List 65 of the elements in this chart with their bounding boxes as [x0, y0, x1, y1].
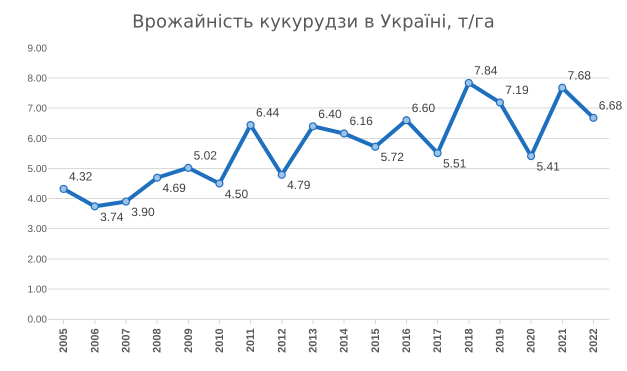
point: [246, 120, 255, 130]
point: [433, 148, 442, 158]
x-tick-label: 2015: [370, 328, 382, 353]
data-label: 6.44: [256, 106, 280, 120]
y-tick-label: 5.00: [28, 164, 48, 175]
x-tick-label: 2016: [400, 328, 413, 353]
point: [278, 170, 286, 179]
data-label: 4.79: [287, 178, 311, 192]
point: [215, 179, 224, 188]
data-label: 5.72: [380, 150, 404, 164]
data-label: 6.16: [349, 114, 374, 128]
point: [308, 122, 318, 130]
point: [589, 114, 598, 122]
point: [122, 197, 130, 206]
y-tick-label: 9.00: [28, 44, 48, 54]
x-tick-label: 2006: [89, 328, 102, 353]
x-tick-label: 2012: [276, 328, 288, 353]
data-label: 3.90: [131, 204, 155, 219]
point: [402, 116, 411, 124]
x-tick-label: 2007: [120, 328, 132, 353]
point: [340, 129, 348, 138]
x-tick-label: 2014: [338, 328, 351, 353]
x-tick-label: 2020: [526, 328, 538, 353]
y-tick-label: 7.00: [28, 104, 48, 115]
x-tick-label: 2017: [432, 328, 444, 353]
point: [558, 84, 566, 92]
x-tick-label: 2008: [152, 328, 164, 353]
data-label: 5.41: [536, 159, 560, 174]
x-tick-label: 2011: [245, 328, 258, 352]
data-label: 5.02: [194, 148, 218, 162]
x-tick-label: 2005: [58, 328, 70, 353]
data-label: 6.60: [412, 100, 436, 115]
y-tick-label: 0.00: [28, 314, 48, 326]
data-label: 7.84: [474, 64, 498, 78]
x-tick-label: 2009: [182, 328, 195, 353]
point: [184, 164, 192, 172]
data-label: 3.74: [100, 210, 124, 224]
y-tick-label: 2.00: [28, 254, 48, 266]
x-tick-label: 2022: [588, 328, 600, 353]
point: [496, 98, 504, 107]
point: [90, 202, 99, 210]
x-tick-label: 2019: [494, 328, 506, 353]
chart-title: Врожайність кукурудзи в Україні, т/га: [132, 11, 495, 32]
data-label: 7.19: [505, 83, 529, 98]
data-label: 4.50: [224, 186, 248, 201]
x-tick-label: 2010: [214, 328, 226, 353]
y-tick-label: 3.00: [28, 224, 48, 236]
point: [464, 78, 473, 88]
y-tick-label: 1.00: [28, 284, 48, 296]
x-tick-label: 2018: [463, 328, 476, 353]
data-label: 6.68: [598, 98, 622, 112]
point: [371, 142, 380, 151]
y-tick-label: 6.00: [28, 134, 48, 145]
x-tick-label: 2021: [556, 328, 569, 353]
data-label: 4.32: [68, 170, 93, 184]
y-tick-label: 8.00: [28, 74, 48, 85]
data-label: 6.40: [318, 106, 342, 121]
data-label: 4.69: [162, 181, 186, 196]
data-label: 5.51: [442, 156, 467, 170]
point: [59, 184, 68, 194]
point: [526, 152, 536, 160]
y-tick-label: 4.00: [28, 194, 48, 206]
point: [152, 174, 162, 182]
data-label: 7.68: [568, 68, 592, 82]
x-tick-label: 2013: [307, 328, 320, 353]
